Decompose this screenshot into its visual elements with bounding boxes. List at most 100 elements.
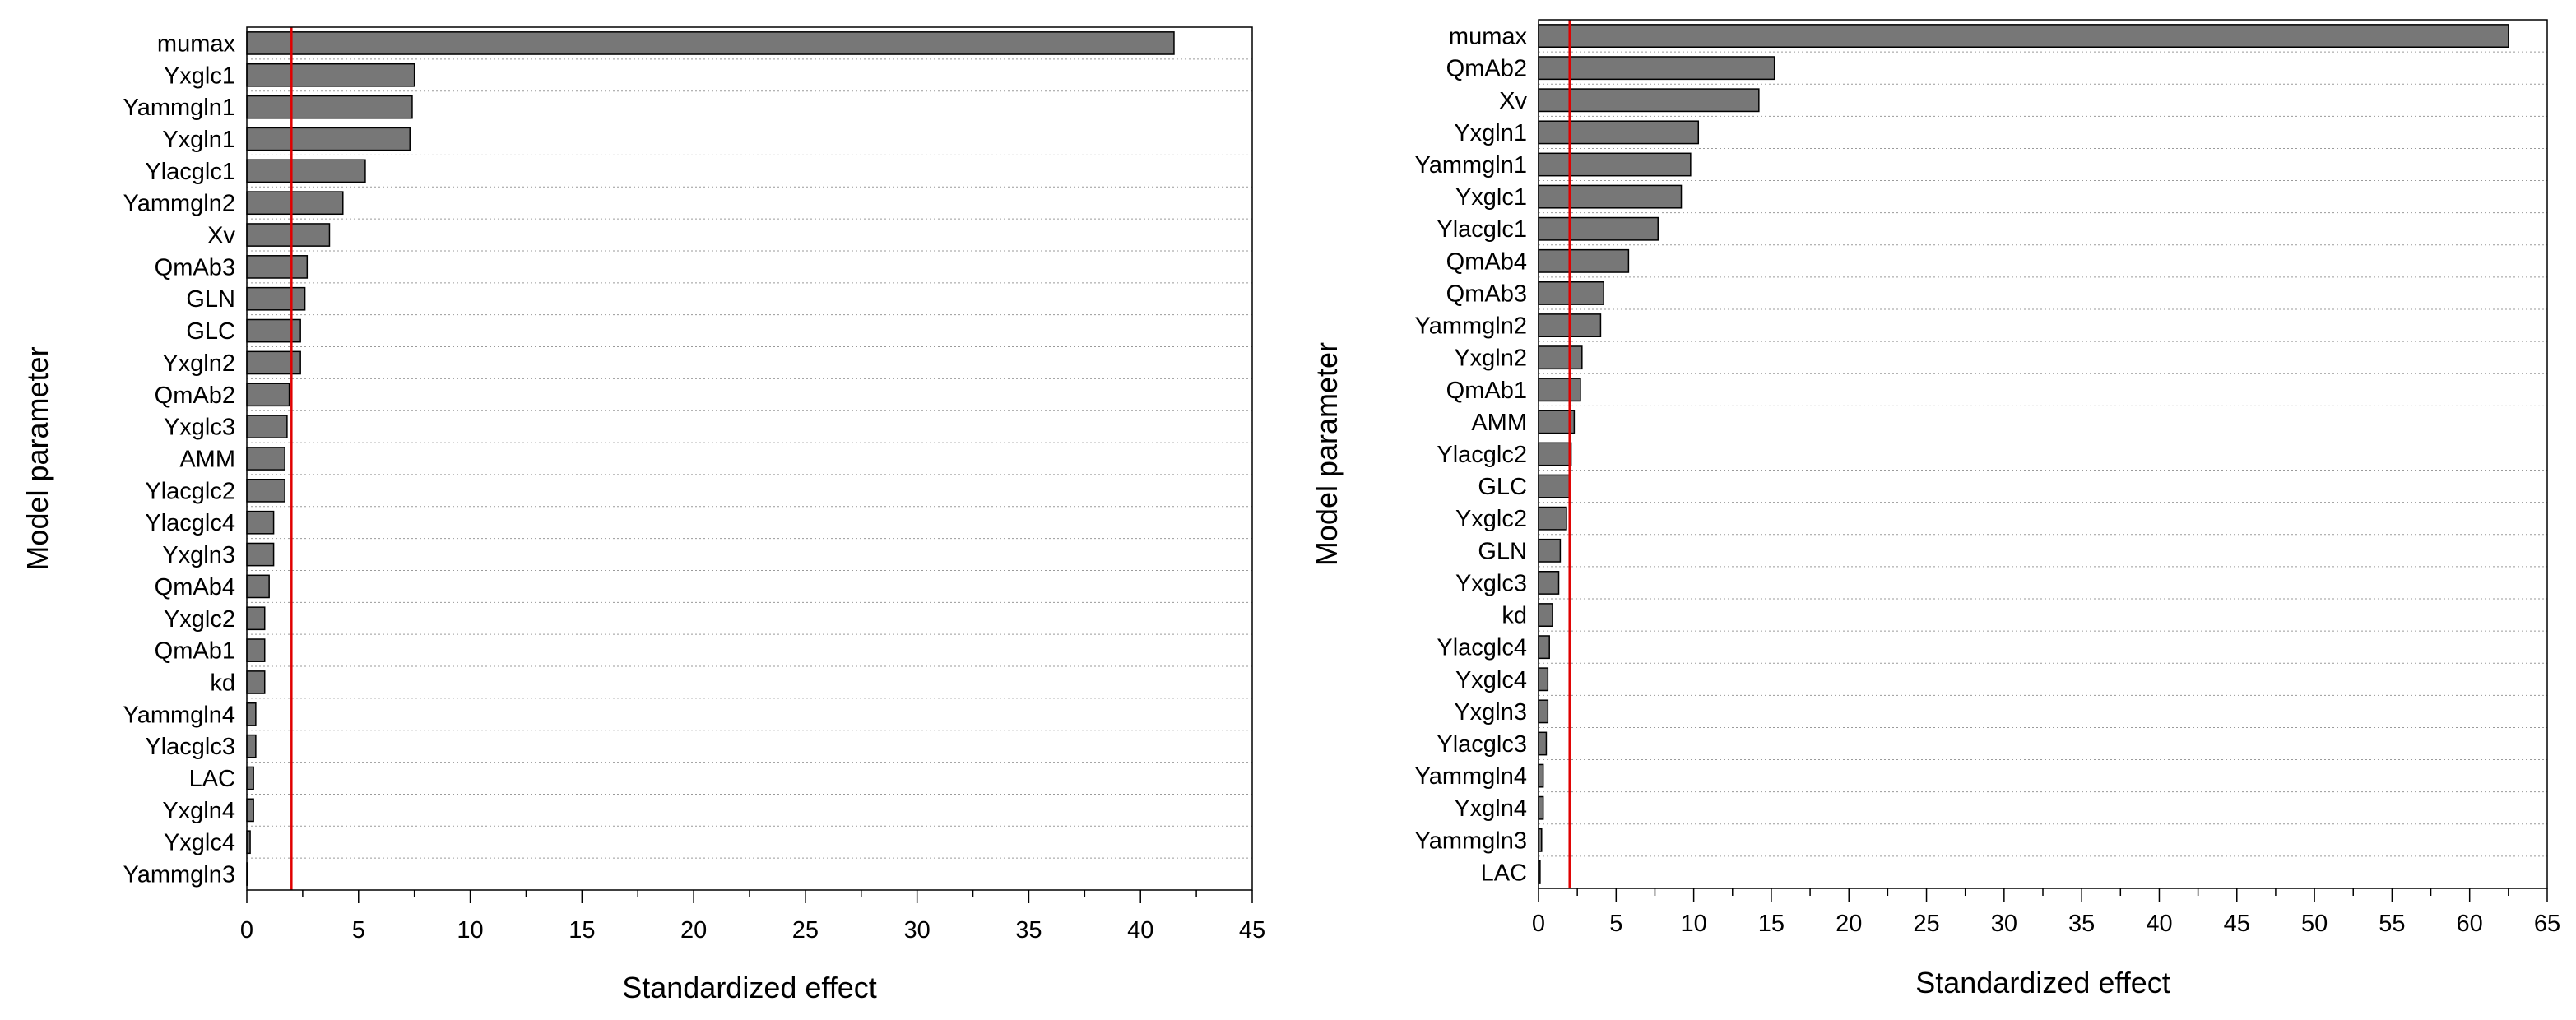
bar-QmAb4 [1538,248,1630,273]
y-axis-title: Model parameter [21,346,54,570]
x-tick-label: 25 [792,917,819,944]
bar-Yammgln4 [246,702,257,726]
bar-QmAb3 [246,255,309,279]
category-label: QmAb4 [1446,248,1527,275]
category-label: LAC [1481,860,1527,886]
category-label: LAC [189,766,235,792]
category-label: Xv [1499,88,1527,114]
x-axis-title: Standardized effect [1915,966,2170,999]
bar-Yxgln1 [246,127,411,151]
bar-GLN [1538,538,1562,563]
bar-Ylacglc3 [1538,731,1548,756]
bar-Yxglc3 [246,415,288,438]
x-tick-label: 15 [1758,911,1785,937]
bar-Ylacglc1 [246,159,366,183]
bar-kd [1538,603,1553,627]
category-label: QmAb1 [1446,378,1527,404]
x-tick-label: 0 [1532,911,1545,937]
category-label: Yxgln1 [1454,120,1527,146]
x-tick-label: 10 [457,917,483,944]
bar-Yxgln1 [1538,120,1700,145]
x-tick-label: 5 [352,917,365,944]
bar-Yxglc4 [1538,667,1549,692]
category-label: Yxglc2 [1455,506,1527,532]
category-label: Yammgln4 [123,702,235,728]
bar-LAC [246,766,254,790]
y-axis-title: Model parameter [1310,342,1344,566]
bar-mumax [1538,24,2509,48]
category-label: QmAb2 [1446,56,1527,82]
category-label: Yxglc4 [1455,667,1527,693]
x-tick-label: 45 [1239,917,1265,944]
x-tick-label: 45 [2224,911,2250,937]
bar-Ylacglc4 [246,510,275,535]
bar-AMM [246,447,285,471]
category-label: Yxgln3 [1454,699,1527,726]
category-label: Yammgln1 [1415,152,1527,178]
category-label: Yxgln2 [1454,345,1527,372]
plot-frame [1538,19,2548,889]
category-label: QmAb3 [155,254,235,280]
category-label: Ylacglc3 [145,734,235,760]
bar-Xv [1538,88,1760,113]
plot-frame [246,26,1253,891]
x-tick-label: 20 [1836,911,1862,937]
category-label: Ylacglc4 [145,510,235,536]
bar-Yxgln2 [1538,345,1583,370]
category-label: Yxgln1 [162,127,235,153]
x-tick-label: 35 [1015,917,1042,944]
category-label: QmAb4 [155,574,235,600]
category-label: AMM [179,447,235,473]
category-label: kd [1502,603,1527,629]
bar-Ylacglc1 [1538,216,1659,241]
bar-Yxgln4 [246,798,254,823]
bar-QmAb2 [1538,56,1775,81]
left-chart: mumax Yxglc1 Yammgln1 Yxgln1 Ylacglc1 Yammgln… [21,26,1265,1004]
right-chart: mumax QmAb2 Xv Yxgln1 Yammgln1 Yxglc1 Ylacglc1… [1310,19,2560,999]
category-label: Yxgln3 [162,542,235,568]
bar-Ylacglc4 [1538,635,1550,660]
bar-Yxglc2 [246,606,266,631]
bar-GLN [246,286,306,311]
bar-kd [246,670,266,694]
bar-QmAb1 [1538,378,1581,402]
category-label: kd [210,670,235,696]
x-tick-label: 15 [569,917,595,944]
category-label: Yxglc4 [164,830,235,856]
x-tick-label: 0 [240,917,253,944]
bar-Yxgln3 [1538,699,1549,724]
category-label: mumax [157,30,236,57]
category-label: QmAb3 [1446,280,1527,307]
category-label: Yxgln4 [1454,795,1527,822]
bar-Xv [246,223,331,247]
category-label: Ylacglc3 [1437,731,1527,758]
category-label: Yammgln2 [1415,313,1527,340]
category-label: Ylacglc2 [1437,442,1527,468]
category-label: Yammgln3 [1415,828,1527,854]
x-tick-label: 5 [1609,911,1622,937]
category-label: Yxglc1 [164,63,235,89]
bar-Yxgln4 [1538,795,1544,820]
x-tick-label: 55 [2379,911,2405,937]
x-tick-label: 40 [2146,911,2172,937]
bar-GLC [1538,474,1571,498]
x-tick-label: 25 [1913,911,1939,937]
category-label: Ylacglc1 [1437,216,1527,243]
category-label: Yxglc2 [164,606,235,633]
bar-QmAb3 [1538,281,1604,305]
category-label: Yxgln2 [162,350,235,377]
category-label: Yxglc3 [1455,570,1527,596]
category-label: Yxglc1 [1455,184,1527,211]
bar-Yammgln1 [1538,152,1692,177]
x-tick-label: 65 [2534,911,2560,937]
bar-Yammgln4 [1538,763,1544,788]
category-label: Ylacglc4 [1437,635,1527,661]
bar-Ylacglc3 [246,734,257,758]
bar-Yxgln3 [246,542,275,567]
x-tick-label: 10 [1680,911,1706,937]
category-label: Xv [207,223,235,249]
bar-mumax [246,31,1175,55]
category-label: Yxglc3 [164,415,235,441]
bar-QmAb1 [246,638,266,662]
